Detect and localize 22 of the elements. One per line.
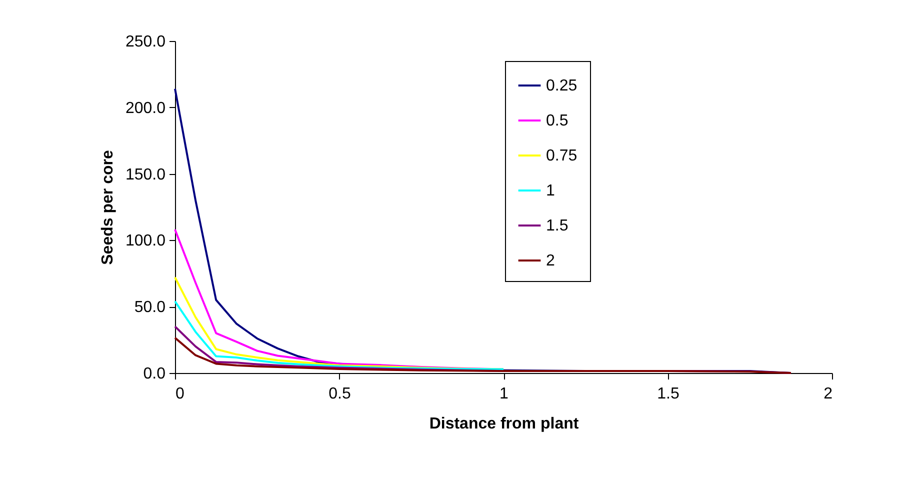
x-axis-title: Distance from plant — [429, 416, 580, 432]
y-tick-label: 0.0 — [143, 366, 166, 382]
y-tick-label: 250.0 — [125, 34, 166, 50]
y-tick-label: 200.0 — [125, 100, 166, 117]
y-tick-label: 100.0 — [125, 232, 166, 250]
legend-label: 1 — [546, 182, 555, 200]
line-series — [174, 336, 792, 374]
x-tick-label: 0.5 — [328, 386, 351, 402]
line-series — [174, 228, 504, 370]
legend-label: 0.75 — [546, 148, 578, 164]
x-tick-label: 0 — [176, 386, 184, 402]
y-axis-title: Seeds per core — [99, 150, 116, 265]
y-tick-label: 150.0 — [125, 166, 166, 184]
legend-label: 0.25 — [546, 78, 578, 94]
legend-label: 2 — [546, 252, 555, 270]
legend-label: 0.5 — [546, 112, 568, 130]
line-series — [174, 300, 504, 370]
x-tick-label: 1 — [500, 386, 509, 402]
x-tick-label: 1.5 — [657, 386, 680, 402]
x-tick-label: 2 — [824, 386, 833, 402]
y-tick-label: 50.0 — [134, 299, 166, 316]
legend-label: 1.5 — [546, 218, 568, 234]
